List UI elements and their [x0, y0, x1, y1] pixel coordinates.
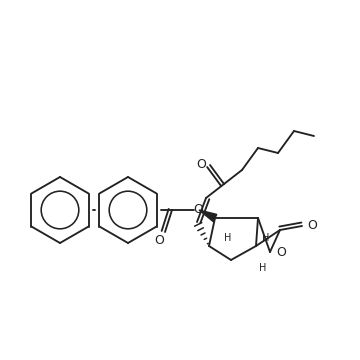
Text: H: H: [262, 233, 270, 243]
Text: H: H: [224, 233, 232, 243]
Text: O: O: [307, 219, 317, 231]
Polygon shape: [199, 210, 217, 221]
Text: O: O: [276, 246, 286, 258]
Text: O: O: [196, 158, 206, 171]
Text: O: O: [193, 202, 203, 216]
Text: O: O: [154, 234, 164, 247]
Text: H: H: [259, 263, 267, 273]
